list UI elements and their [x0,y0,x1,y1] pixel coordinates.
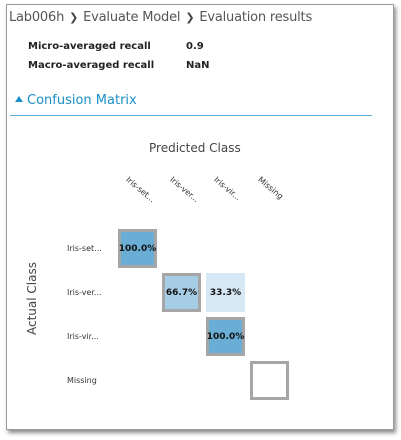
metric-label: Macro-averaged recall [28,60,155,71]
breadcrumb-item-experiment[interactable]: Lab006h [9,10,65,25]
row-label: Iris-set... [67,244,102,253]
evaluation-results-window: Lab006h ❯ Evaluate Model ❯ Evaluation result… [6,4,394,430]
column-label: Missing [256,175,285,202]
matrix-cell: 66.7% [162,273,201,312]
column-label: Iris-set... [124,175,157,205]
column-label: Iris-ver... [168,175,201,205]
metric-value: NaN [186,60,210,71]
actual-class-title: Actual Class [25,262,39,335]
breadcrumb-item-module[interactable]: Evaluate Model [83,10,181,25]
metric-value: 0.9 [186,41,204,52]
matrix-cell: 33.3% [206,273,245,312]
collapse-triangle-icon[interactable] [15,96,23,102]
breadcrumb-separator-icon: ❯ [185,11,195,24]
section-title-confusion-matrix[interactable]: Confusion Matrix [27,93,137,108]
predicted-class-title: Predicted Class [149,141,241,155]
section-divider [10,115,372,116]
breadcrumb-item-current: Evaluation results [199,10,313,25]
breadcrumb-separator-icon: ❯ [69,11,79,24]
row-label: Missing [67,376,97,385]
matrix-cell: 100.0% [206,317,245,356]
breadcrumb: Lab006h ❯ Evaluate Model ❯ Evaluation result… [9,10,312,25]
row-label: Iris-vir... [67,332,99,341]
metric-label: Micro-averaged recall [28,41,151,52]
row-label: Iris-ver... [67,288,102,297]
matrix-cell [250,361,289,400]
column-label: Iris-vir... [212,175,243,203]
matrix-cell: 100.0% [118,229,157,268]
